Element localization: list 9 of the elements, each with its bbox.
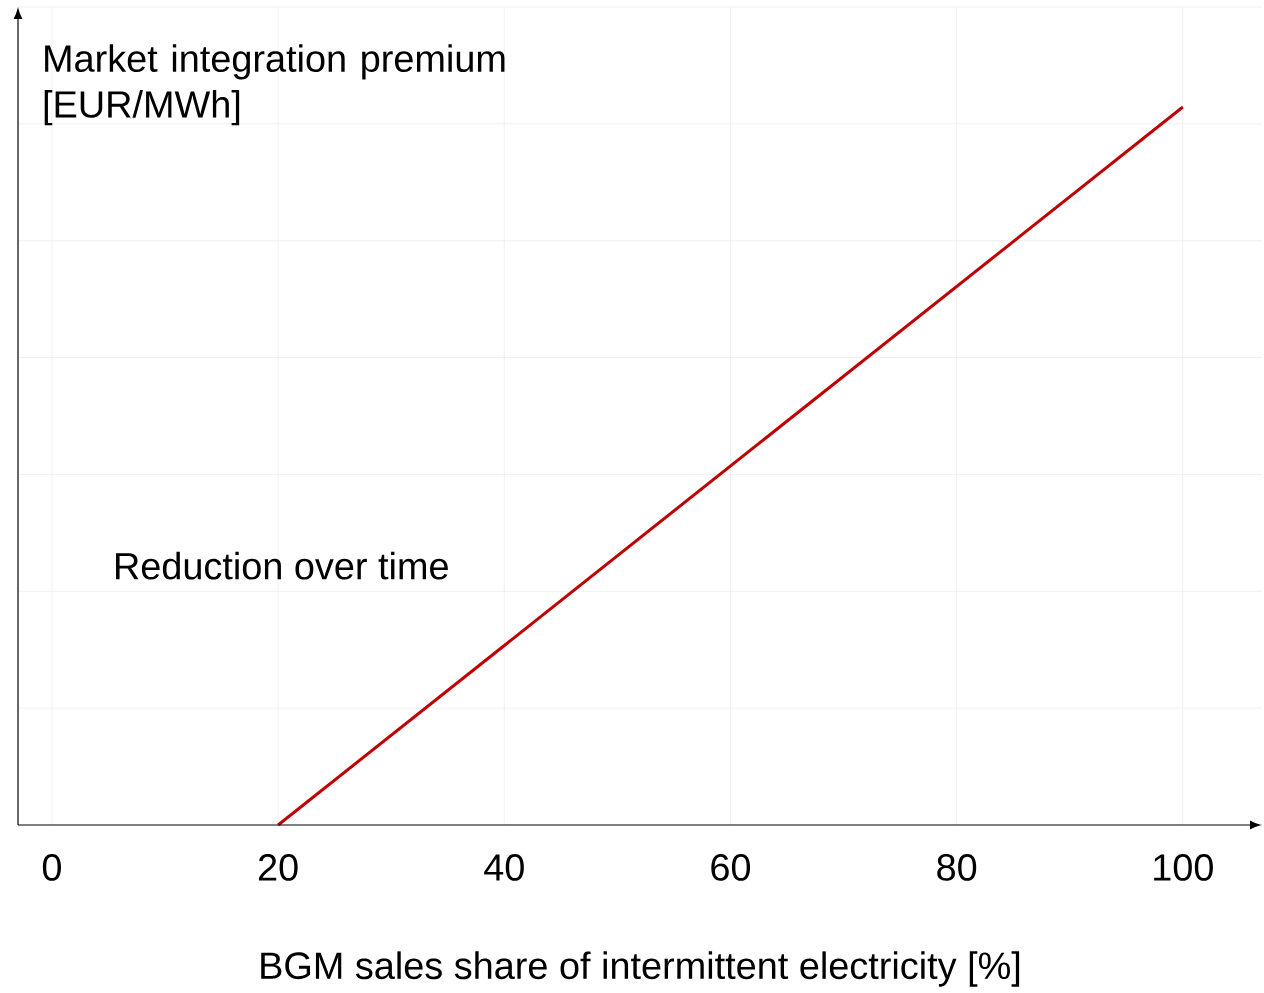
x-tick-label: 60: [711, 854, 751, 881]
x-tick-label: 80: [937, 854, 977, 881]
x-tick-label: 100: [1154, 854, 1213, 881]
x-tick-label: 20: [258, 854, 298, 881]
x-axis-title: BGM sales share of intermittent electricity [%]: [261, 951, 1020, 987]
y-axis-title: Market integration premium [EUR/MWh]: [44, 44, 505, 126]
x-tick-label: 0: [42, 854, 61, 881]
annotation: Reduction over time: [116, 551, 448, 580]
x-tick-label: 40: [484, 854, 524, 881]
